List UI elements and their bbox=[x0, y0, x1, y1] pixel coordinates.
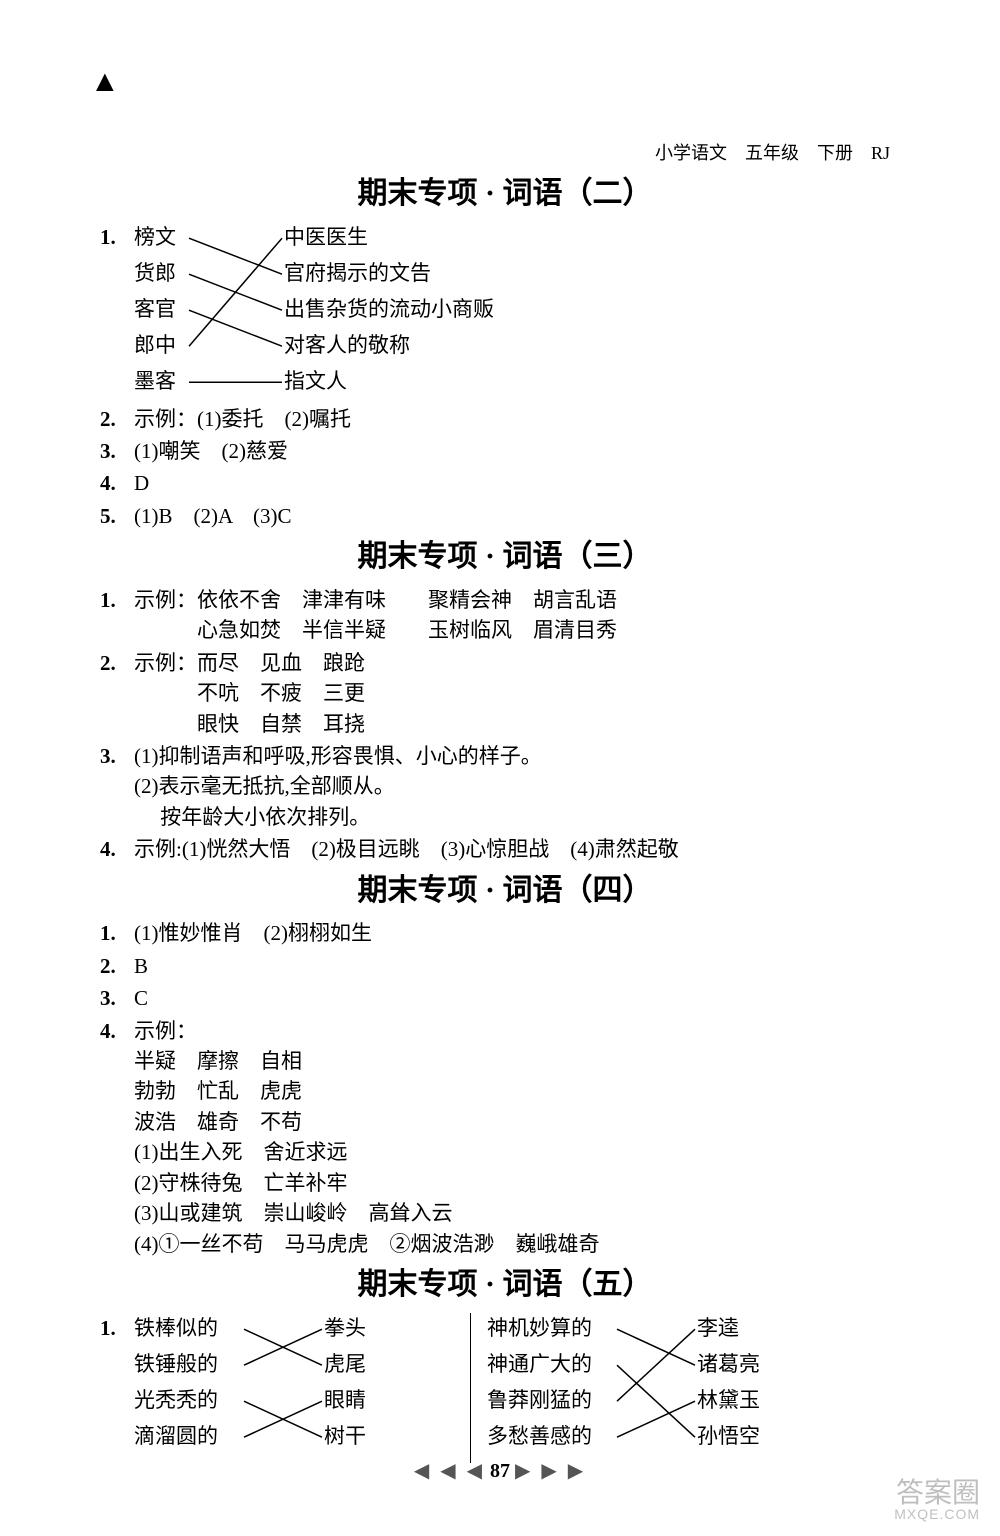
item-text: 波浩 雄奇 不苟 bbox=[134, 1107, 910, 1137]
item-text: (4)①一丝不苟 马马虎虎 ②烟波浩渺 巍峨雄奇 bbox=[134, 1229, 910, 1259]
section-title: 期末专项 · 词语（二） bbox=[100, 172, 910, 216]
page-number: 87 bbox=[490, 1460, 510, 1482]
item-text: 示例：(1)委托 (2)嘱托 bbox=[134, 407, 351, 431]
item: 3.(1)抑制语声和呼吸,形容畏惧、小心的样子。(2)表示毫无抵抗,全部顺从。 … bbox=[100, 741, 910, 832]
triangle-icon: ▲ bbox=[90, 60, 120, 104]
item-text: (1)嘲笑 (2)慈爱 bbox=[134, 439, 288, 463]
match-right-term: 官府揭示的文告 bbox=[284, 258, 431, 288]
item-text: 示例：依依不舍 津津有味 聚精会神 胡言乱语 bbox=[134, 585, 910, 615]
separator bbox=[470, 1313, 471, 1463]
item-number: 2. bbox=[100, 648, 116, 678]
match-lines bbox=[134, 1313, 334, 1457]
watermark-text: 答案圈 bbox=[894, 1478, 980, 1507]
item: 2. 示例：(1)委托 (2)嘱托 bbox=[100, 404, 910, 434]
item-text: 不吭 不疲 三更 bbox=[134, 678, 910, 708]
match-right-term: 中医医生 bbox=[284, 222, 368, 252]
section-title: 期末专项 · 词语（四） bbox=[100, 869, 910, 913]
item-text: (2)守株待兔 亡羊补牢 bbox=[134, 1168, 910, 1198]
match-lines bbox=[134, 222, 294, 402]
item-number: 3. bbox=[100, 741, 116, 771]
item-number: 1. bbox=[100, 918, 116, 948]
item-number: 5. bbox=[100, 501, 116, 531]
item: 3. C bbox=[100, 983, 910, 1013]
item-number: 2. bbox=[100, 404, 116, 434]
watermark-url: MXQE.COM bbox=[894, 1507, 980, 1522]
arrow-right-icon: ▶ ▶ ▶ bbox=[515, 1460, 586, 1482]
item-number: 1. bbox=[100, 222, 116, 252]
item: 4. 示例：半疑 摩擦 自相勃勃 忙乱 虎虎波浩 雄奇 不苟(1)出生入死 舍近求… bbox=[100, 1016, 910, 1260]
watermark: 答案圈 MXQE.COM bbox=[894, 1478, 980, 1522]
arrow-left-icon: ◀ ◀ ◀ bbox=[414, 1460, 485, 1482]
item-text: 半疑 摩擦 自相 bbox=[134, 1046, 910, 1076]
item-text: (2)表示毫无抵抗,全部顺从。 bbox=[134, 771, 910, 801]
item-text: (1)B (2)A (3)C bbox=[134, 504, 291, 528]
item: 4. 示例:(1)恍然大悟 (2)极目远眺 (3)心惊胆战 (4)肃然起敬 bbox=[100, 834, 910, 864]
item-number: 1. bbox=[100, 585, 116, 615]
match-right-term: 对客人的敬称 bbox=[284, 330, 410, 360]
item: 1. (1)惟妙惟肖 (2)栩栩如生 bbox=[100, 918, 910, 948]
item-number: 2. bbox=[100, 951, 116, 981]
item-text: 示例： bbox=[134, 1016, 910, 1046]
section-title: 期末专项 · 词语（五） bbox=[100, 1263, 910, 1307]
book-header: 小学语文 五年级 下册 RJ bbox=[100, 140, 910, 166]
item-text: C bbox=[134, 986, 148, 1010]
item-text: 心急如焚 半信半疑 玉树临风 眉清目秀 bbox=[134, 615, 910, 645]
section-body: 1. (1)惟妙惟肖 (2)栩栩如生 2. B 3. C 4. 示例：半疑 摩擦 自相勃勃 忙… bbox=[100, 918, 910, 1259]
item-number: 1. bbox=[100, 1313, 116, 1343]
matching-diagram: 铁棒似的铁锤般的光秃秃的滴溜圆的拳头虎尾眼睛树干神机妙算的神通广大的鲁莽刚猛的多… bbox=[134, 1313, 910, 1463]
item: 2. 示例：而尽 见血 踉跄 不吭 不疲 三更 眼快 自禁 耳挠 bbox=[100, 648, 910, 739]
item: 2. B bbox=[100, 951, 910, 981]
item-text: D bbox=[134, 471, 149, 495]
item: 1. 示例：依依不舍 津津有味 聚精会神 胡言乱语 心急如焚 半信半疑 玉树临风 … bbox=[100, 585, 910, 646]
item-number: 3. bbox=[100, 436, 116, 466]
section-title: 期末专项 · 词语（三） bbox=[100, 535, 910, 579]
match-lines bbox=[487, 1313, 707, 1457]
item-number: 4. bbox=[100, 1016, 116, 1046]
matching-diagram: 榜文货郎客官郎中墨客中医医生官府揭示的文告出售杂货的流动小商贩对客人的敬称指文人 bbox=[134, 222, 910, 402]
section-body: 1. 示例：依依不舍 津津有味 聚精会神 胡言乱语 心急如焚 半信半疑 玉树临风 … bbox=[100, 585, 910, 865]
item-text: 勃勃 忙乱 虎虎 bbox=[134, 1076, 910, 1106]
item-text: 按年龄大小依次排列。 bbox=[134, 802, 910, 832]
item-text: B bbox=[134, 954, 148, 978]
item: 4. D bbox=[100, 468, 910, 498]
item: 1. 榜文货郎客官郎中墨客中医医生官府揭示的文告出售杂货的流动小商贩对客人的敬称… bbox=[100, 222, 910, 402]
item-number: 4. bbox=[100, 834, 116, 864]
item-text: (1)抑制语声和呼吸,形容畏惧、小心的样子。 bbox=[134, 741, 910, 771]
item: 3. (1)嘲笑 (2)慈爱 bbox=[100, 436, 910, 466]
item-number: 4. bbox=[100, 468, 116, 498]
match-right-term: 出售杂货的流动小商贩 bbox=[284, 294, 494, 324]
page-footer: ◀ ◀ ◀ 87 ▶ ▶ ▶ bbox=[0, 1457, 1000, 1486]
item-text: (3)山或建筑 崇山峻岭 高耸入云 bbox=[134, 1198, 910, 1228]
item-text: (1)出生入死 舍近求远 bbox=[134, 1137, 910, 1167]
item-number: 3. bbox=[100, 983, 116, 1013]
item: 1. 铁棒似的铁锤般的光秃秃的滴溜圆的拳头虎尾眼睛树干神机妙算的神通广大的鲁莽刚… bbox=[100, 1313, 910, 1463]
item-text: 示例：而尽 见血 踉跄 bbox=[134, 648, 910, 678]
item-text: 眼快 自禁 耳挠 bbox=[134, 709, 910, 739]
item-text: (1)惟妙惟肖 (2)栩栩如生 bbox=[134, 921, 372, 945]
item-text: 示例:(1)恍然大悟 (2)极目远眺 (3)心惊胆战 (4)肃然起敬 bbox=[134, 837, 679, 861]
item: 5. (1)B (2)A (3)C bbox=[100, 501, 910, 531]
